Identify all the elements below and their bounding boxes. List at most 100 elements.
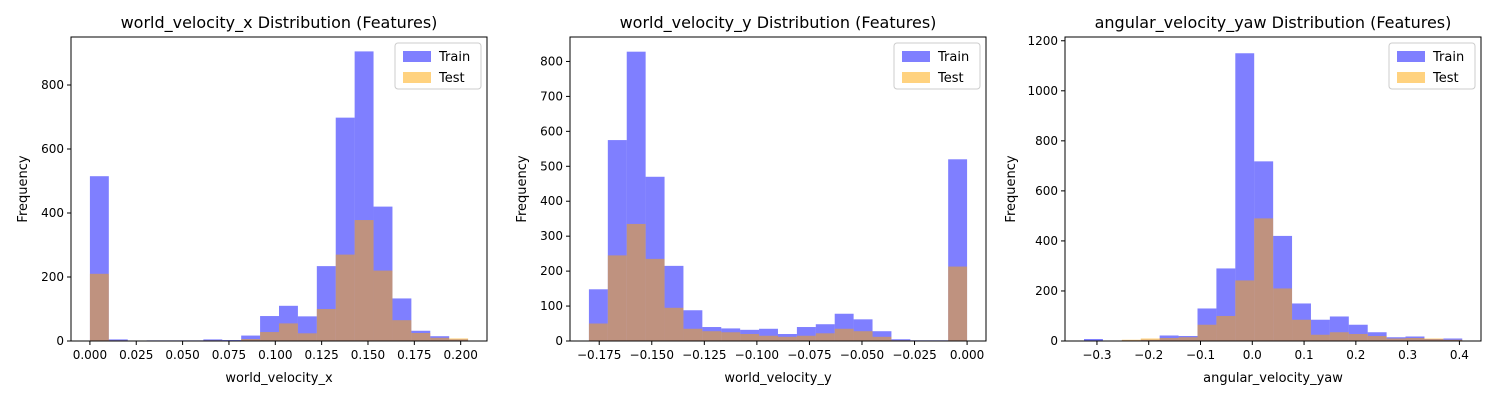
y-tick-label: 400 [540,194,563,208]
test-bar [1367,335,1387,341]
x-axis-label: world_velocity_x [225,371,333,386]
test-bar [588,323,608,341]
legend: Train Test [893,42,981,90]
test-bar [1329,332,1349,341]
test-bar [89,273,109,341]
legend-label: Test [438,71,465,86]
subplot-angular-velocity-yaw: −0.3 −0.2 −0.1 0.0 0.1 0.2 0.3 0.4 0 200 400 600 80… [1004,13,1482,386]
y-tick-label: 300 [540,229,563,243]
x-tick-label: −0.150 [630,348,674,362]
x-axis-label: angular_velocity_yaw [1203,371,1343,386]
x-tick-label: 0.4 [1450,348,1469,362]
y-tick-label: 700 [540,89,563,103]
test-bar [449,338,469,341]
x-tick-label: −0.075 [787,348,831,362]
x-tick-label: 0.075 [212,348,246,362]
train-bar [108,339,128,341]
test-bar [1216,315,1236,341]
legend-label: Test [1432,71,1459,86]
test-bar [392,320,412,341]
x-tick-label: −0.100 [735,348,779,362]
test-legend-swatch [403,72,431,83]
subplot-world-velocity-x: 0.000 0.025 0.050 0.075 0.100 0.125 0.150 0.175… [16,13,488,386]
test-bar [740,334,760,341]
test-bar [1405,337,1425,341]
y-tick-label: 0 [555,334,563,348]
chart-title: angular_velocity_yaw Distribution (Featu… [1095,13,1452,33]
y-tick-label: 600 [41,142,64,156]
x-tick-label: 0.125 [304,348,338,362]
x-tick-label: 0.000 [950,348,984,362]
test-bar [1121,339,1141,341]
test-bar [1424,338,1444,341]
test-bar [853,331,873,341]
test-bar [1254,218,1274,341]
train-legend-swatch [902,51,930,62]
train-legend-swatch [403,51,431,62]
test-bar [1159,337,1179,341]
x-tick-label: −0.2 [1134,348,1163,362]
x-tick-label: −0.1 [1186,348,1215,362]
test-bar [1310,334,1330,341]
y-axis-label: Frequency [1004,155,1019,222]
train-bar [203,339,223,341]
y-tick-label: 800 [1035,134,1058,148]
x-tick-label: 0.000 [73,348,107,362]
test-bar [796,335,816,341]
test-legend-swatch [902,72,930,83]
legend-label: Test [937,71,964,86]
test-bar [683,328,703,341]
x-tick-label: 0.1 [1295,348,1314,362]
y-tick-label: 1200 [1027,34,1058,48]
train-bar [891,339,911,341]
y-axis-label: Frequency [16,155,31,222]
x-tick-label: 0.200 [443,348,477,362]
test-bar [297,333,317,341]
test-bar [948,266,968,341]
train-bar [1235,53,1255,342]
x-tick-label: −0.3 [1082,348,1111,362]
y-tick-label: 400 [41,206,64,220]
legend-label: Train [937,50,969,65]
y-tick-label: 600 [540,124,563,138]
train-bar [1084,338,1103,341]
x-tick-label: −0.050 [840,348,884,362]
test-bar [1178,337,1198,341]
y-tick-label: 400 [1035,234,1058,248]
test-bar [702,331,722,341]
test-bar [664,307,684,341]
chart-title: world_velocity_x Distribution (Features) [121,13,438,33]
subplot-world-velocity-y: −0.175 −0.150 −0.125 −0.100 −0.075 −0.050 −0.0… [515,13,987,386]
legend: Train Test [394,42,482,90]
test-bar [607,255,627,341]
x-tick-label: 0.2 [1346,348,1365,362]
x-axis-label: world_velocity_y [724,371,832,386]
test-bar [815,333,835,341]
y-tick-label: 600 [1035,184,1058,198]
test-bar [759,335,778,341]
y-tick-label: 500 [540,159,563,173]
y-tick-label: 1000 [1027,84,1058,98]
test-bar [1235,280,1255,341]
x-tick-label: 0.3 [1398,348,1417,362]
x-tick-label: 0.150 [351,348,385,362]
test-bar [645,258,665,341]
test-legend-swatch [1397,72,1425,83]
test-bar [1197,324,1217,341]
x-tick-label: −0.175 [577,348,621,362]
test-bar [335,254,355,341]
test-bar [411,333,431,341]
y-tick-label: 0 [1050,334,1058,348]
test-bar [1443,339,1463,341]
test-bar [834,328,854,341]
y-tick-label: 100 [540,299,563,313]
y-tick-label: 0 [56,334,64,348]
test-bar [373,270,393,341]
test-bar [316,309,336,341]
test-bar [354,220,374,341]
test-bar [260,332,279,341]
legend-label: Train [438,50,470,65]
y-axis-label: Frequency [515,155,530,222]
test-bar [777,336,797,341]
x-tick-label: −0.125 [682,348,726,362]
